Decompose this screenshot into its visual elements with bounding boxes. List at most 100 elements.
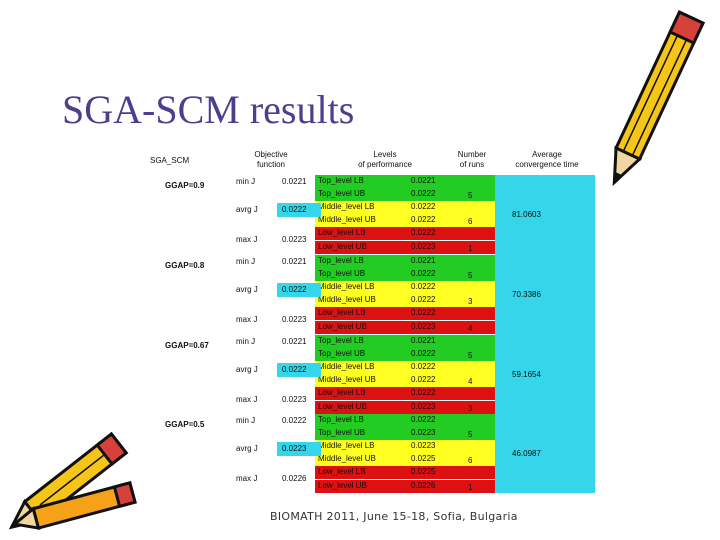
runs-value: 5: [468, 351, 473, 361]
pencil-icon: [612, 10, 705, 187]
runs-value: 5: [468, 271, 473, 281]
objective-name: max J: [236, 235, 258, 245]
convergence-value: 46.0987: [512, 448, 541, 458]
convergence-value: 81.0603: [512, 209, 541, 219]
level-value: 0.0225: [411, 467, 436, 477]
pencil-icon: [8, 431, 137, 530]
level-name: Middle_level LB: [318, 282, 375, 292]
slide-title: SGA-SCM results: [62, 87, 355, 132]
objective-name: max J: [236, 395, 258, 405]
objective-name: avrg J: [236, 444, 258, 454]
level-value: 0.0222: [411, 202, 436, 212]
level-value: 0.0221: [411, 256, 436, 265]
objective-value: 0.0222: [282, 365, 307, 375]
level-name: Top_level LB: [318, 256, 364, 265]
header-objective: Objective function: [243, 150, 299, 170]
level-name: Middle_level UB: [318, 375, 376, 385]
level-name: Top_level LB: [318, 336, 364, 345]
level-value: 0.0222: [411, 375, 436, 385]
objective-value: 0.0223: [282, 315, 307, 325]
table-row: Low_level LB 0.0222: [315, 227, 495, 241]
runs-value: 3: [468, 297, 473, 307]
table-row: Top_level LB 0.0221: [315, 175, 495, 189]
table-row: Low_level UB 0.0223: [315, 400, 495, 414]
table-row: Middle_level UB 0.0222: [315, 294, 495, 308]
level-value: 0.0221: [411, 336, 436, 345]
table-row: Top_level UB 0.0222: [315, 348, 495, 362]
objective-value: 0.0223: [282, 235, 307, 245]
table-row: Low_level UB 0.0226: [315, 479, 495, 493]
runs-value: 4: [468, 377, 473, 387]
table-row: Top_level UB 0.0222: [315, 188, 495, 202]
table-row: Top_level LB 0.0221: [315, 335, 495, 349]
table-row: Top_level UB 0.0222: [315, 268, 495, 282]
runs-value: 6: [468, 217, 473, 227]
avrg-highlight: [277, 363, 321, 378]
objective-name: max J: [236, 474, 258, 484]
level-value: 0.0223: [411, 241, 436, 251]
objective-value: 0.0223: [282, 444, 307, 454]
level-name: Low_level UB: [318, 480, 367, 490]
objective-name: min J: [236, 177, 256, 186]
runs-value: 1: [468, 243, 473, 253]
avrg-highlight: [277, 442, 321, 457]
group-label: GGAP=0.9: [165, 181, 205, 190]
runs-value: 5: [468, 430, 473, 440]
runs-value: 3: [468, 403, 473, 413]
level-name: Middle_level UB: [318, 454, 376, 464]
level-value: 0.0223: [411, 428, 436, 438]
header-convergence: Average convergence time: [502, 150, 592, 170]
level-name: Middle_level UB: [318, 215, 376, 225]
group-label: GGAP=0.67: [165, 341, 209, 350]
group-label: GGAP=0.5: [165, 420, 205, 429]
level-name: Low_level LB: [318, 228, 366, 238]
level-name: Middle_level LB: [318, 202, 375, 212]
level-value: 0.0222: [411, 308, 436, 318]
objective-name: avrg J: [236, 205, 258, 215]
level-value: 0.0221: [411, 176, 436, 185]
level-value: 0.0222: [411, 282, 436, 292]
objective-value: 0.0223: [282, 395, 307, 405]
level-value: 0.0222: [411, 269, 436, 279]
objective-name: avrg J: [236, 365, 258, 375]
level-name: Top_level LB: [318, 415, 364, 424]
header-levels: Levels of performance: [340, 150, 430, 170]
level-value: 0.0223: [411, 441, 436, 451]
header-levels-text: Levels of performance: [358, 150, 412, 169]
level-name: Low_level LB: [318, 388, 366, 398]
corner-label: SGA_SCM: [150, 156, 190, 165]
level-name: Top_level LB: [318, 176, 364, 185]
level-name: Low_level UB: [318, 401, 367, 411]
avrg-highlight: [277, 283, 321, 298]
runs-value: 6: [468, 456, 473, 466]
objective-name: min J: [236, 416, 256, 425]
level-name: Top_level UB: [318, 269, 366, 279]
slide-footer: BIOMATH 2011, June 15-18, Sofia, Bulgari…: [270, 510, 518, 523]
convergence-value: 70.3386: [512, 289, 541, 299]
table-row: Low_level UB 0.0223: [315, 320, 495, 334]
convergence-value: 59.1654: [512, 369, 541, 379]
level-value: 0.0223: [411, 321, 436, 331]
level-name: Low_level UB: [318, 241, 367, 251]
level-name: Middle_level UB: [318, 295, 376, 305]
level-value: 0.0222: [411, 362, 436, 372]
group-label: GGAP=0.8: [165, 261, 205, 270]
table-row: Middle_level UB 0.0222: [315, 374, 495, 388]
objective-value: 0.0221: [282, 177, 307, 186]
objective-value: 0.0222: [282, 285, 307, 295]
objective-value: 0.0226: [282, 474, 307, 484]
level-value: 0.0222: [411, 415, 436, 424]
level-value: 0.0222: [411, 295, 436, 305]
avrg-highlight: [277, 203, 321, 218]
header-runs-text: Number of runs: [457, 150, 487, 169]
table-row: Middle_level UB 0.0225: [315, 453, 495, 467]
table-row: Top_level UB 0.0223: [315, 427, 495, 441]
level-value: 0.0222: [411, 388, 436, 398]
table-row: Middle_level LB 0.0223: [315, 440, 495, 454]
objective-value: 0.0221: [282, 257, 307, 266]
table-row: Top_level LB 0.0221: [315, 255, 495, 269]
runs-value: 4: [468, 323, 473, 333]
header-convergence-text: Average convergence time: [515, 150, 579, 169]
level-name: Top_level UB: [318, 349, 366, 359]
level-value: 0.0222: [411, 189, 436, 199]
